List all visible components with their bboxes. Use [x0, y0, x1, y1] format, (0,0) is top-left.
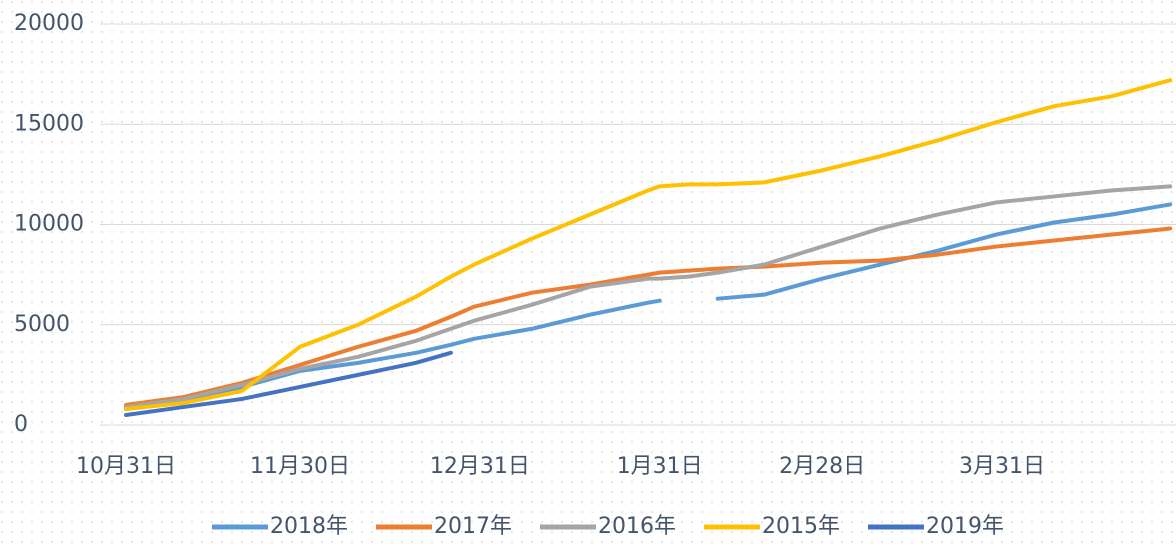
x-tick-label: 3月31日	[959, 454, 1045, 479]
series-line	[124, 184, 1173, 409]
y-tick-label: 15000	[14, 111, 84, 136]
x-tick-label: 2月28日	[779, 454, 865, 479]
y-tick-label: 0	[14, 412, 28, 437]
legend-label: 2019年	[926, 514, 1004, 539]
x-tick-label: 10月31日	[76, 454, 176, 479]
legend-label: 2017年	[434, 514, 512, 539]
legend-label: 2015年	[762, 514, 840, 539]
x-tick-label: 1月31日	[617, 454, 703, 479]
x-tick-label: 11月30日	[250, 454, 350, 479]
y-tick-label: 20000	[14, 11, 84, 36]
y-tick-label: 10000	[14, 212, 84, 237]
legend-label: 2018年	[270, 514, 348, 539]
legend-label: 2016年	[598, 514, 676, 539]
series-line	[124, 350, 453, 417]
series-line	[124, 226, 1173, 407]
y-tick-label: 5000	[14, 312, 70, 337]
x-tick-label: 12月31日	[430, 454, 530, 479]
series-line	[124, 78, 1173, 411]
